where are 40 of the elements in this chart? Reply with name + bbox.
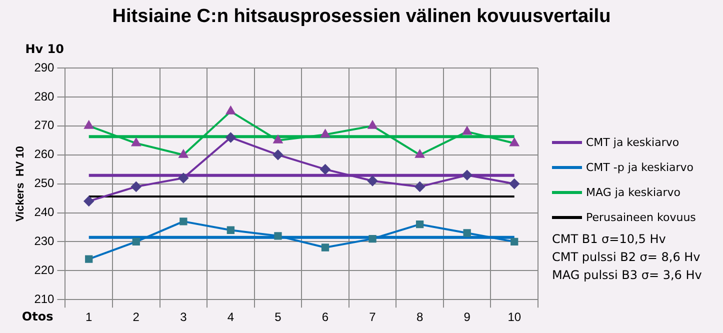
x-tick-label: 2	[132, 310, 140, 324]
point	[414, 182, 425, 192]
x-tick-label: 10	[508, 310, 522, 324]
point	[272, 150, 283, 160]
x-tick-label: 1	[86, 310, 93, 324]
legend-label: MAG ja keskiarvo	[586, 186, 681, 199]
x-tick-label: 8	[416, 310, 424, 324]
legend-label: CMT ja keskiarvo	[586, 136, 680, 149]
y-tick-label: 280	[34, 89, 55, 104]
point	[320, 164, 330, 174]
legend-label: CMT -p ja keskiarvo	[586, 161, 694, 174]
point	[178, 173, 188, 184]
y-axis-title: Vickers HV 10	[14, 146, 27, 222]
y-tick-label: 220	[34, 262, 55, 277]
point	[509, 178, 520, 189]
point	[368, 176, 378, 186]
text: MAG pulssi B3 σ= 3,6 Hv	[552, 267, 702, 284]
x-tick-label: 5	[274, 310, 282, 324]
text: Hv 10	[25, 42, 64, 56]
y-tick-label: 270	[34, 118, 55, 132]
x-tick-label: 9	[464, 310, 471, 324]
y-tick-label: 230	[34, 234, 55, 248]
y-tick-label: 240	[34, 205, 55, 220]
text: CMT B1 σ=10,5 Hv	[552, 231, 667, 248]
y-tick-label: 260	[34, 147, 55, 162]
text: CMT pulssi B2 σ= 8,6 Hv	[552, 249, 702, 266]
point	[462, 170, 472, 180]
y-tick-label: 210	[34, 292, 55, 306]
point	[84, 196, 94, 206]
x-tick-label: 7	[369, 310, 376, 324]
x-tick-label: 3	[180, 310, 188, 324]
y-tick-label: 250	[34, 176, 55, 190]
x-tick-label: 6	[322, 310, 329, 324]
x-axis-title: Otos	[22, 310, 54, 324]
point	[226, 132, 236, 142]
x-tick-label: 4	[227, 310, 234, 324]
y-tick-label: 290	[34, 60, 55, 74]
point	[131, 182, 142, 192]
legend-label: Perusaineen kovuus	[586, 211, 696, 224]
chart-title: Hitsiaine C:n hitsausprosessien välinen kovuusvertailu	[111, 6, 612, 28]
